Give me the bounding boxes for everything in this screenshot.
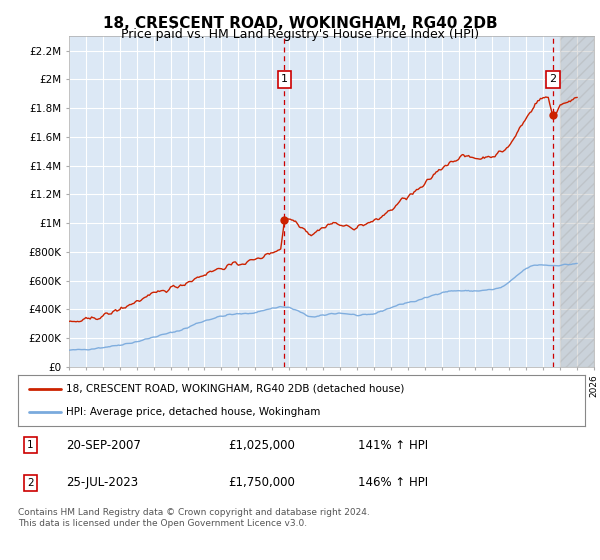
Text: 18, CRESCENT ROAD, WOKINGHAM, RG40 2DB (detached house): 18, CRESCENT ROAD, WOKINGHAM, RG40 2DB (… xyxy=(66,384,404,394)
Text: 25-JUL-2023: 25-JUL-2023 xyxy=(66,477,139,489)
Text: Contains HM Land Registry data © Crown copyright and database right 2024.
This d: Contains HM Land Registry data © Crown c… xyxy=(18,508,370,528)
Text: 1: 1 xyxy=(27,440,34,450)
Text: £1,025,000: £1,025,000 xyxy=(228,438,295,451)
Text: 146% ↑ HPI: 146% ↑ HPI xyxy=(358,477,428,489)
Bar xyxy=(560,36,594,367)
Text: HPI: Average price, detached house, Wokingham: HPI: Average price, detached house, Woki… xyxy=(66,407,320,417)
Text: 2: 2 xyxy=(27,478,34,488)
Text: 141% ↑ HPI: 141% ↑ HPI xyxy=(358,438,428,451)
Text: Price paid vs. HM Land Registry's House Price Index (HPI): Price paid vs. HM Land Registry's House … xyxy=(121,28,479,41)
Text: 20-SEP-2007: 20-SEP-2007 xyxy=(66,438,141,451)
Text: £1,750,000: £1,750,000 xyxy=(228,477,295,489)
Text: 2: 2 xyxy=(549,74,556,85)
Text: 1: 1 xyxy=(281,74,288,85)
Text: 18, CRESCENT ROAD, WOKINGHAM, RG40 2DB: 18, CRESCENT ROAD, WOKINGHAM, RG40 2DB xyxy=(103,16,497,31)
